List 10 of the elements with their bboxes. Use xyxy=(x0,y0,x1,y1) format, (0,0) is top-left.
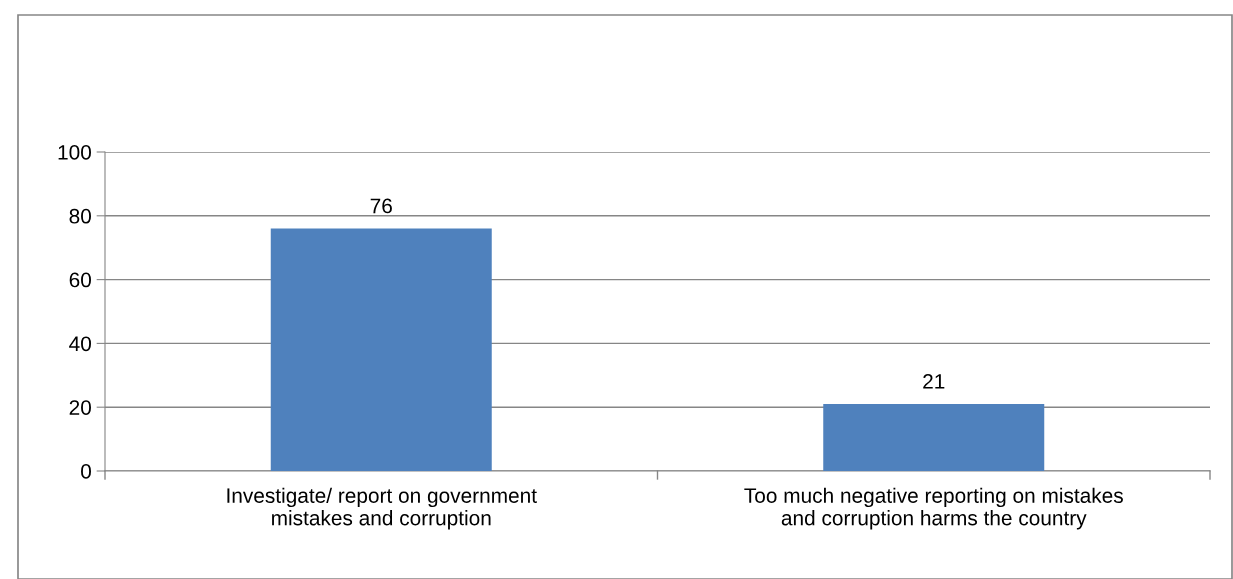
y-tick-label: 80 xyxy=(69,208,91,224)
y-tick-label: 60 xyxy=(69,272,91,288)
data-label: 21 xyxy=(923,374,945,389)
y-tick-label: 20 xyxy=(69,400,91,415)
y-tick-label: 40 xyxy=(69,336,91,352)
x-tick-label: Investigate/ report on government mistakes and corruption xyxy=(227,487,537,530)
x-tick-label: Too much negative reporting on mistakes and corruption harms the country xyxy=(744,487,1123,530)
y-tick-label: 100 xyxy=(58,145,91,160)
data-label: 76 xyxy=(370,198,392,214)
y-tick-label: 0 xyxy=(81,464,91,479)
